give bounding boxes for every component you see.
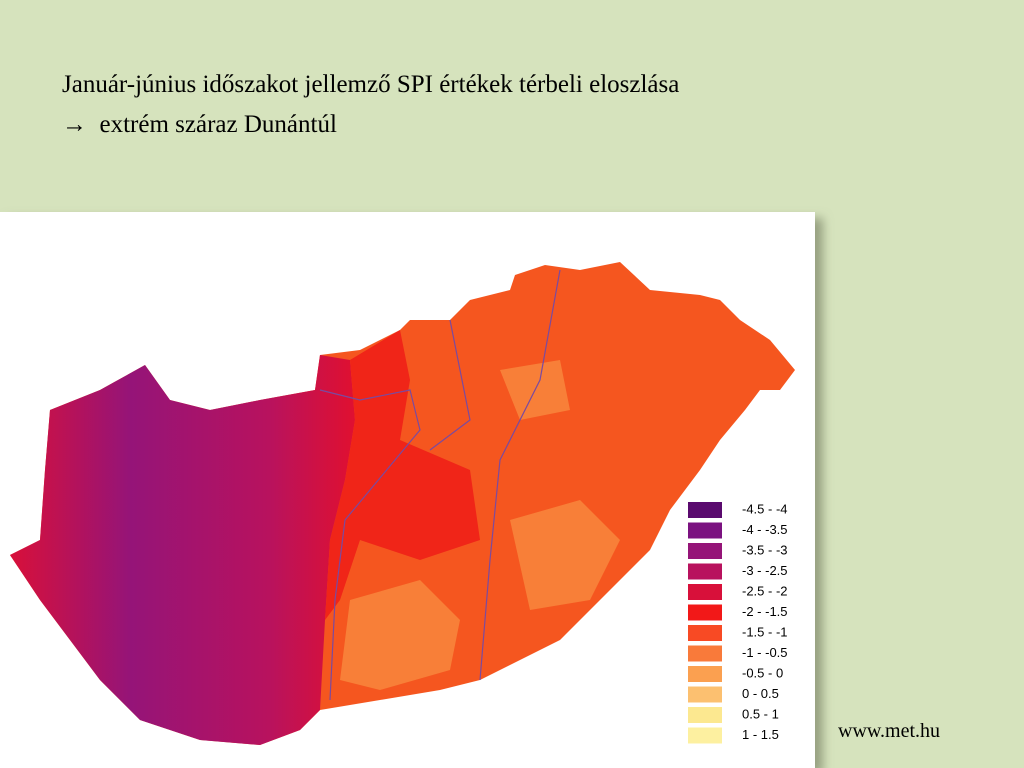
legend-label: -4 - -3.5: [742, 522, 788, 537]
legend-label: 1 - 1.5: [742, 727, 779, 742]
legend-label: -0.5 - 0: [742, 665, 783, 680]
legend-swatch: [688, 645, 722, 662]
river: [319, 269, 561, 701]
legend-swatch: [688, 707, 722, 723]
slide-subtitle: → extrém száraz Dunántúl: [62, 111, 337, 138]
west-region: [10, 355, 355, 745]
legend-label: -3 - -2.5: [742, 563, 788, 578]
legend-swatch: [688, 686, 722, 703]
legend-label: -2.5 - -2: [742, 583, 788, 598]
orange-patches: [340, 360, 620, 690]
legend-label: -2 - -1.5: [742, 604, 788, 619]
legend-label: -1 - -0.5: [742, 645, 788, 660]
legend-swatch: [688, 563, 722, 580]
legend: -4.5 - -4 -4 - -3.5 -3.5 - -3 -3 - -2.5 -2.5…: [688, 501, 788, 744]
legend-swatch: [688, 522, 722, 539]
slide-title: Január-június időszakot jellemző SPI ért…: [62, 71, 679, 98]
legend-label: -3.5 - -3: [742, 542, 788, 557]
legend-swatch: [688, 502, 722, 518]
red-band: [325, 330, 480, 620]
legend-swatch: [688, 584, 722, 600]
legend-swatch: [688, 727, 722, 744]
legend-swatch: [688, 604, 722, 621]
legend-swatch: [688, 666, 722, 682]
legend-label: -1.5 - -1: [742, 624, 788, 639]
legend-label: 0 - 0.5: [742, 686, 779, 701]
legend-label: 0.5 - 1: [742, 706, 779, 721]
legend-swatch: [688, 543, 722, 559]
legend-label: -4.5 - -4: [742, 501, 788, 516]
legend-swatch: [688, 625, 722, 641]
source-footer: www.met.hu: [838, 720, 940, 742]
